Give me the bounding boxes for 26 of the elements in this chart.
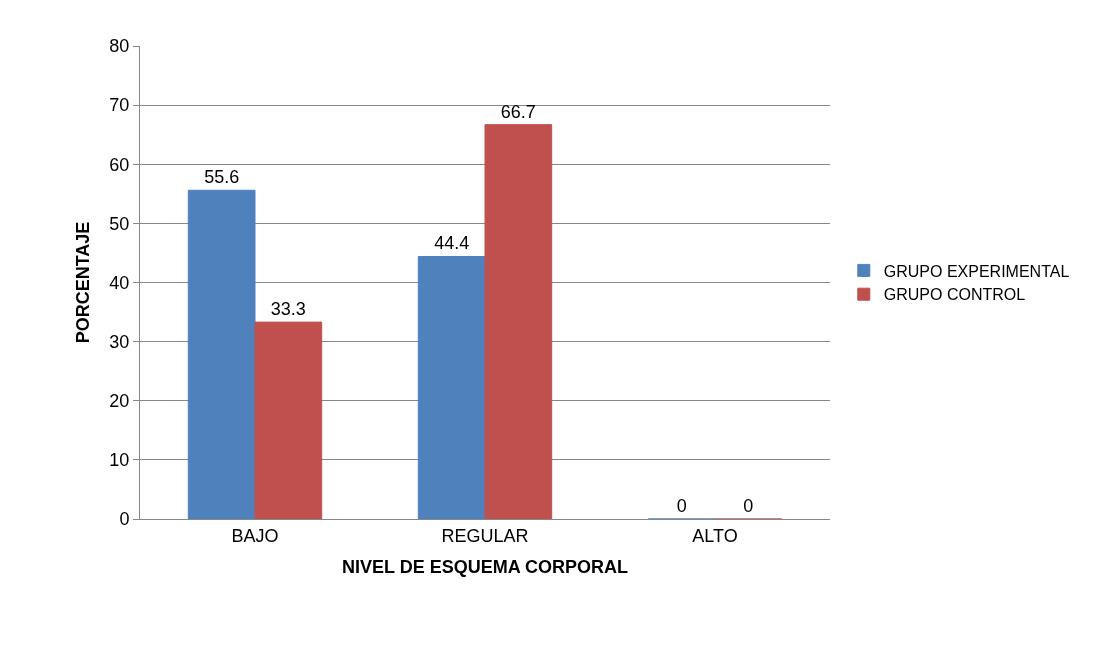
- y-tick-label: 50: [109, 213, 130, 234]
- y-axis-title: PORCENTAJE: [72, 221, 93, 344]
- data-label: 0: [743, 496, 754, 516]
- y-tick-label: 10: [109, 450, 130, 471]
- x-tick-label: BAJO: [231, 525, 279, 546]
- y-tick-label: 0: [119, 509, 130, 530]
- y-tick-label: 40: [109, 272, 130, 293]
- y-tick-label: 30: [109, 331, 130, 352]
- bar: [484, 124, 553, 519]
- y-tick-label: 70: [109, 95, 130, 116]
- data-label: 44.4: [434, 233, 470, 254]
- data-label: 33.3: [270, 299, 306, 320]
- data-label: 0: [676, 496, 687, 516]
- x-tick-label: ALTO: [692, 525, 738, 546]
- data-label: 66.7: [500, 101, 536, 122]
- y-tick-label: 20: [109, 391, 130, 412]
- y-tick-label: 80: [109, 36, 130, 57]
- bar: [417, 255, 486, 519]
- bar: [187, 189, 256, 519]
- data-label: 55.6: [204, 167, 240, 188]
- y-tick-label: 60: [109, 154, 130, 175]
- x-tick-label: REGULAR: [441, 525, 529, 546]
- legend-label: GRUPO CONTROL: [883, 286, 1026, 304]
- legend-label: GRUPO EXPERIMENTAL: [883, 262, 1070, 280]
- x-axis-title: NIVEL DE ESQUEMA CORPORAL: [341, 556, 629, 577]
- bar: [254, 321, 323, 519]
